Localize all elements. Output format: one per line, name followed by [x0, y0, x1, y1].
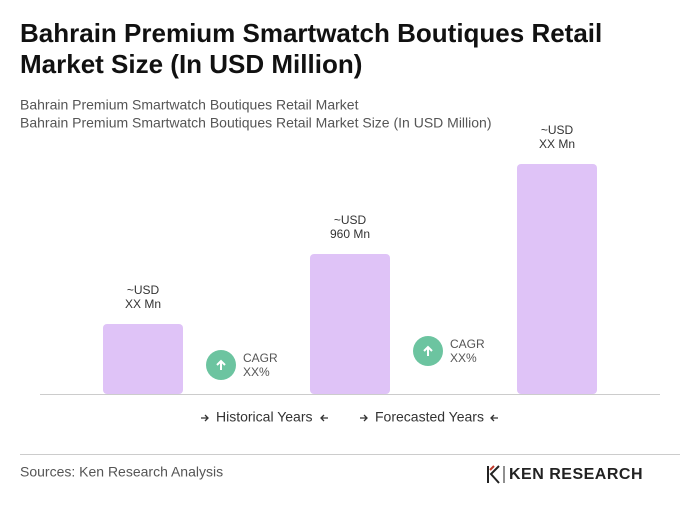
- cagr-label: XX%: [243, 365, 270, 379]
- subtitle: Bahrain Premium Smartwatch Boutiques Ret…: [20, 115, 492, 131]
- bar: [310, 253, 390, 394]
- logo-text: KEN RESEARCH: [509, 466, 643, 483]
- bar: [517, 163, 597, 394]
- subtitle: Bahrain Premium Smartwatch Boutiques Ret…: [20, 97, 359, 113]
- value-label: XX Mn: [539, 137, 575, 151]
- cagr-label: CAGR: [243, 351, 278, 365]
- cagr-arrow: [216, 359, 226, 370]
- value-label: ~USD: [334, 213, 367, 227]
- chart-title: Bahrain Premium Smartwatch Boutiques Ret…: [20, 18, 602, 48]
- value-label: ~USD: [541, 123, 574, 137]
- chart-title: Market Size (In USD Million): [20, 49, 362, 79]
- period-label: Historical Years: [216, 409, 313, 425]
- cagr-arrow: [423, 345, 433, 356]
- source: Sources: Ken Research Analysis: [20, 464, 223, 480]
- period-label: Forecasted Years: [375, 409, 484, 425]
- bar: [103, 323, 183, 394]
- value-label: 960 Mn: [330, 227, 370, 241]
- value-label: ~USD: [127, 283, 160, 297]
- logo-icon: [487, 465, 500, 484]
- cagr-label: XX%: [450, 351, 477, 365]
- period-arrows: [201, 414, 498, 422]
- cagr-label: CAGR: [450, 337, 485, 351]
- value-label: XX Mn: [125, 297, 161, 311]
